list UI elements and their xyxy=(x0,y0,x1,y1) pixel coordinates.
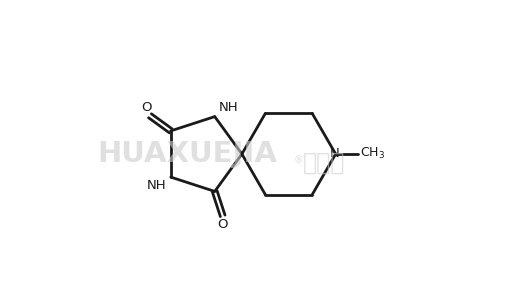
Text: 化学加: 化学加 xyxy=(302,151,345,175)
Text: HUAXUEJIA: HUAXUEJIA xyxy=(98,140,277,168)
Text: NH: NH xyxy=(218,101,238,114)
Text: O: O xyxy=(142,101,152,114)
Text: CH$_3$: CH$_3$ xyxy=(360,146,385,161)
Text: N: N xyxy=(330,147,340,160)
Text: O: O xyxy=(217,218,228,231)
Text: NH: NH xyxy=(147,179,167,192)
Text: ®: ® xyxy=(293,155,303,165)
